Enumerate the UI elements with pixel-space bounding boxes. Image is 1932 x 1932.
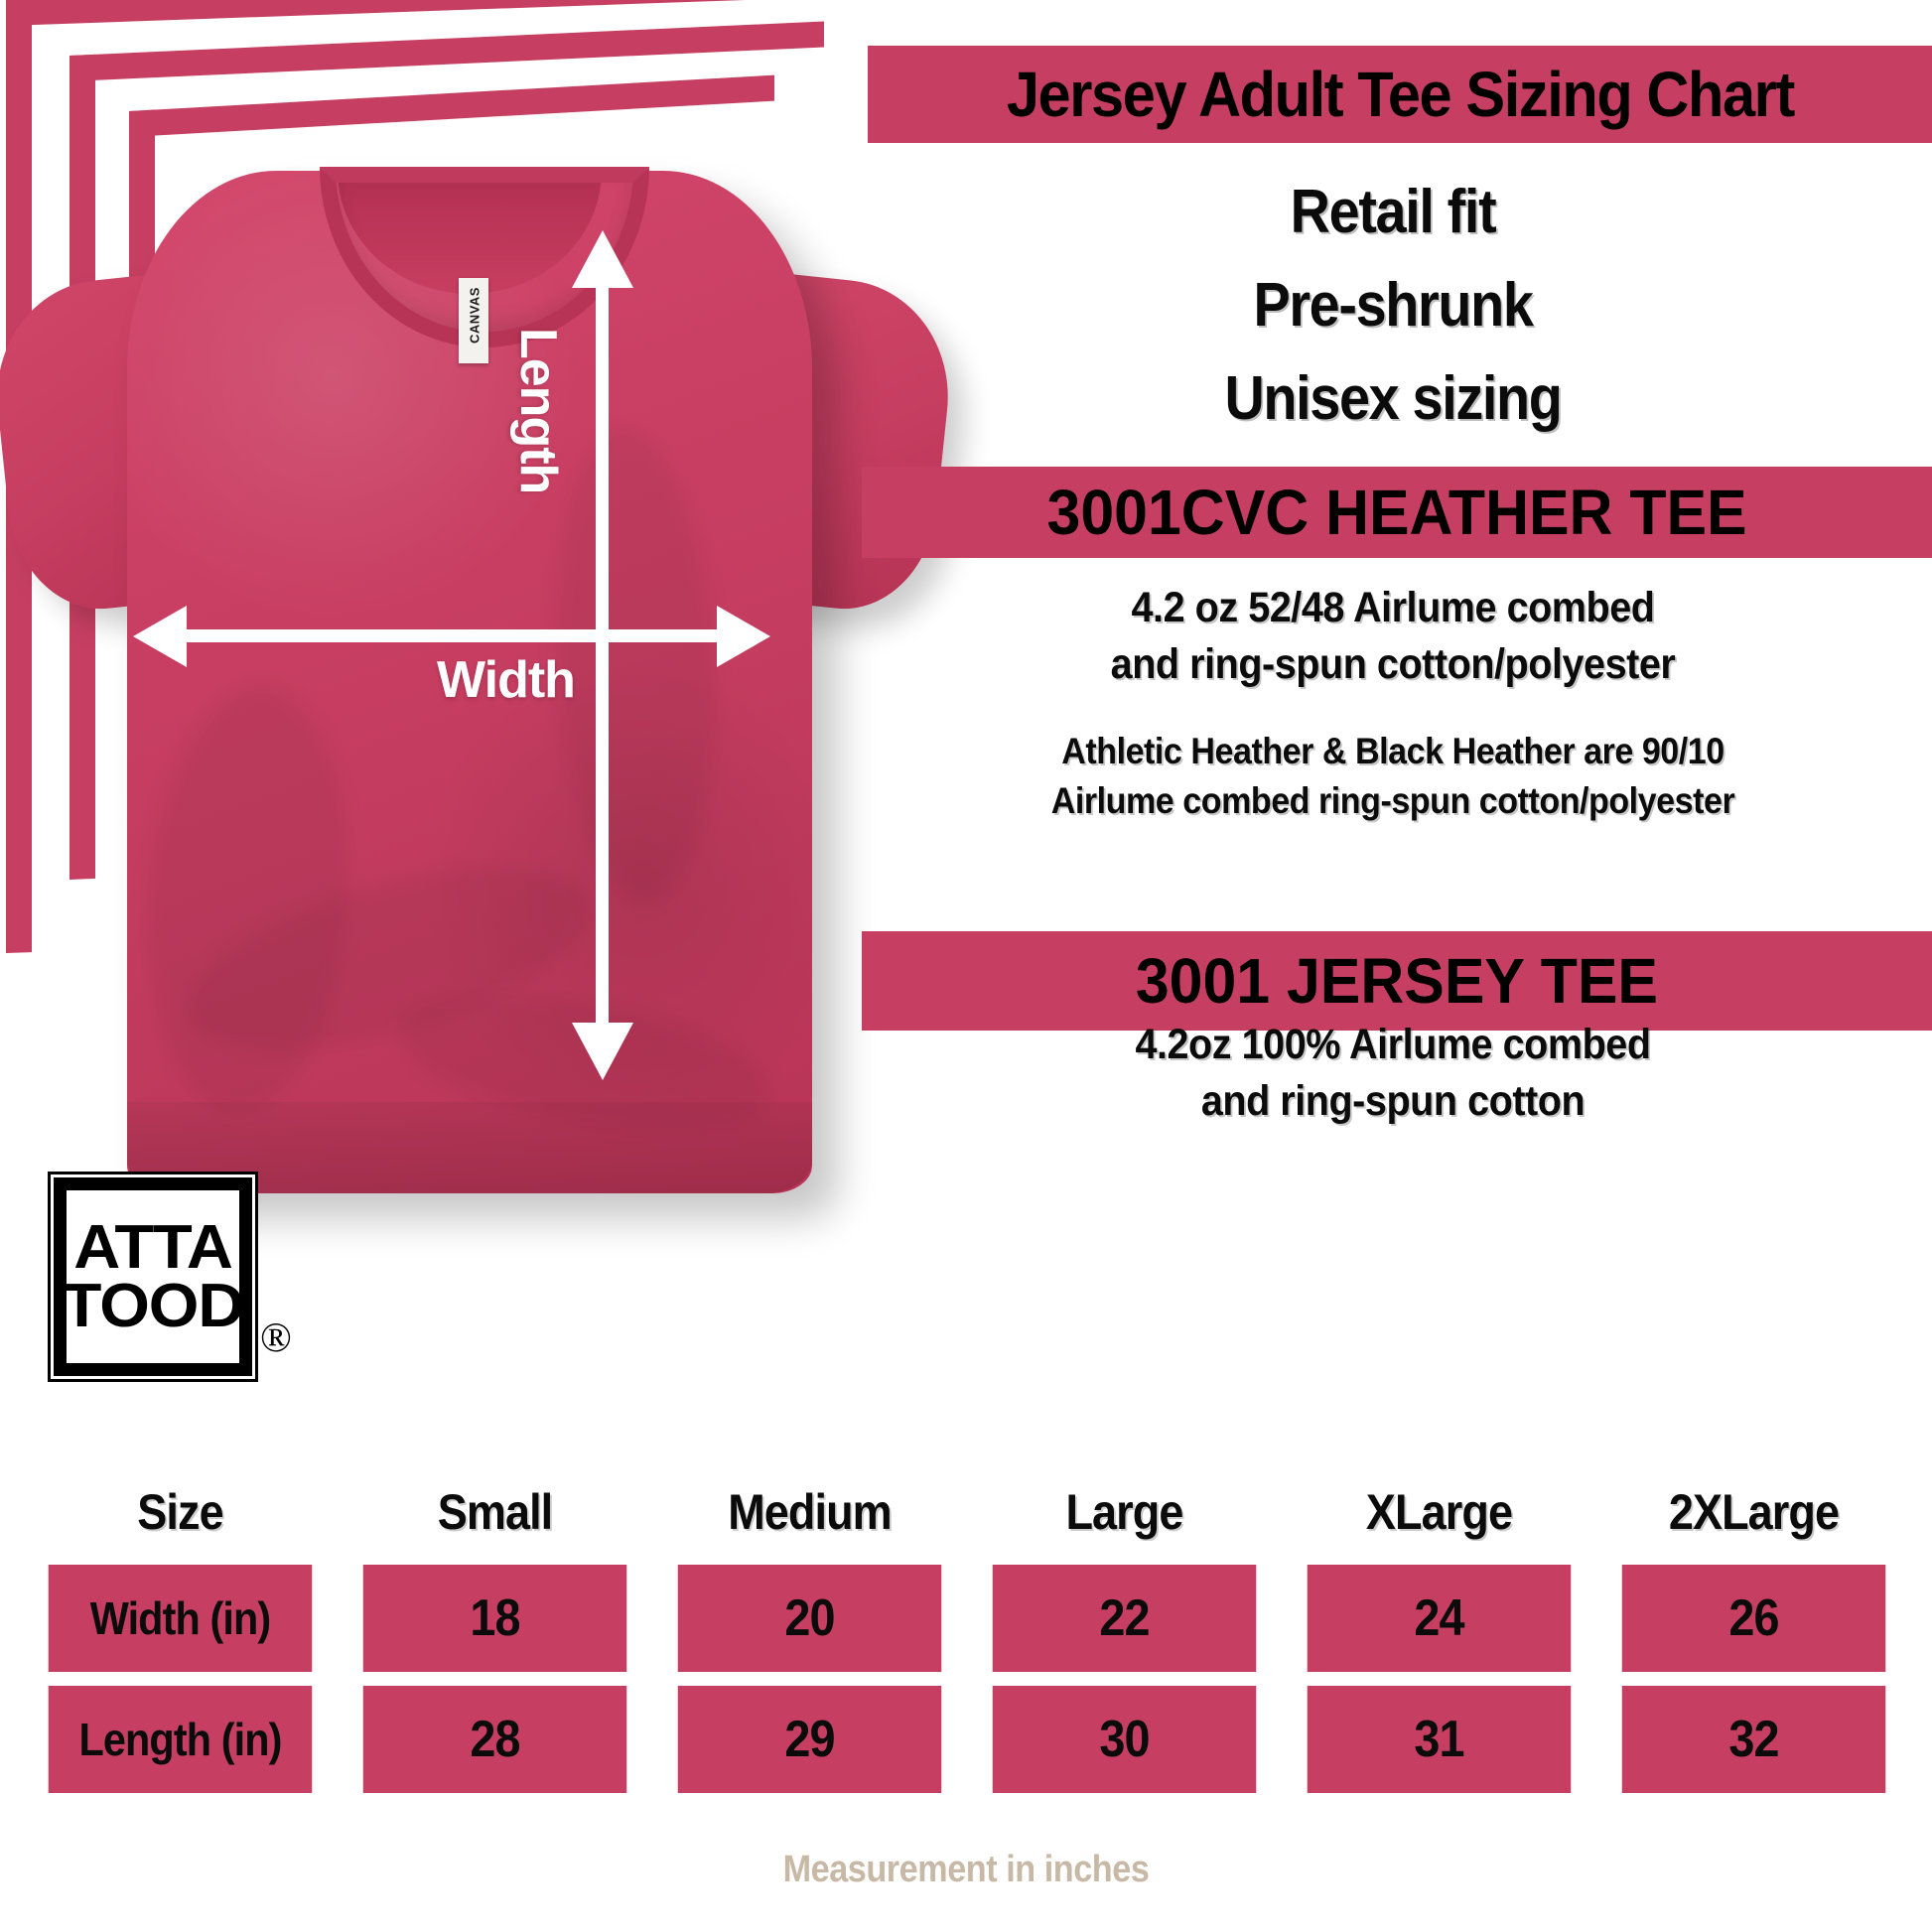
info-column: Jersey Adult Tee Sizing Chart Retail fit…	[854, 0, 1932, 1430]
width-arrow-right-head-icon	[717, 606, 770, 667]
cell-length-2xlarge: 32	[1621, 1686, 1886, 1793]
feature-item-unisex-sizing: Unisex sizing	[1224, 364, 1562, 433]
length-arrow-bottom-head-icon	[572, 1023, 633, 1080]
table-row: Length (in) 28 29 30 31 32	[34, 1686, 1900, 1793]
table-header-xlarge: XLarge	[1365, 1484, 1513, 1540]
product-desc-heather-line-1: 4.2 oz 52/48 Airlume combed	[1131, 584, 1655, 631]
row-label-width: Width (in)	[48, 1565, 313, 1672]
product-desc-heather-line-2: and ring-spun cotton/polyester	[1110, 640, 1676, 688]
registered-trademark-icon: ®	[260, 1315, 292, 1361]
neck-label-text: CANVAS	[467, 287, 483, 344]
cell-length-xlarge: 31	[1307, 1686, 1572, 1793]
table-header-medium: Medium	[728, 1484, 893, 1540]
table-header-2xlarge: 2XLarge	[1668, 1484, 1840, 1540]
product-desc-jersey-line-1: 4.2oz 100% Airlume combed	[1135, 1021, 1651, 1068]
product-title-band-jersey: 3001 JERSEY TEE	[862, 931, 1932, 1031]
chart-title-band: Jersey Adult Tee Sizing Chart	[868, 46, 1932, 143]
cell-length-small: 28	[362, 1686, 627, 1793]
product-note-heather-line-1: Athletic Heather & Black Heather are 90/…	[1061, 731, 1725, 771]
cell-length-medium: 29	[677, 1686, 942, 1793]
product-title-jersey: 3001 JERSEY TEE	[1135, 945, 1659, 1017]
neck-label-tag: CANVAS	[459, 278, 488, 363]
length-arrow-line	[596, 288, 609, 1033]
cell-width-medium: 20	[677, 1565, 942, 1672]
product-note-heather-line-2: Airlume combed ring-spun cotton/polyeste…	[1050, 780, 1735, 821]
feature-item-retail-fit: Retail fit	[1290, 178, 1497, 246]
product-title-heather: 3001CVC HEATHER TEE	[1046, 477, 1747, 548]
brand-logo: ATTA TOOD	[48, 1172, 258, 1382]
cell-width-small: 18	[362, 1565, 627, 1672]
size-table: Size Small Medium Large XLarge 2XLarge W…	[34, 1473, 1900, 1807]
feature-item-pre-shrunk: Pre-shrunk	[1253, 271, 1533, 340]
brand-logo-line-1: ATTA	[73, 1212, 233, 1282]
cell-length-large: 30	[992, 1686, 1257, 1793]
width-measurement-label: Width	[437, 651, 576, 709]
length-measurement-label: Length	[509, 328, 567, 494]
row-label-length: Length (in)	[48, 1686, 313, 1793]
table-row: Width (in) 18 20 22 24 26	[34, 1565, 1900, 1672]
measurement-footnote: Measurement in inches	[782, 1849, 1150, 1890]
cell-width-large: 22	[992, 1565, 1257, 1672]
table-header-size: Size	[137, 1484, 223, 1540]
width-arrow-left-head-icon	[133, 606, 187, 667]
table-header-large: Large	[1065, 1484, 1183, 1540]
table-header-small: Small	[437, 1484, 553, 1540]
tshirt-product-photo: CANVAS	[0, 129, 960, 1241]
product-title-band-heather: 3001CVC HEATHER TEE	[862, 467, 1932, 558]
page-title: Jersey Adult Tee Sizing Chart	[1006, 59, 1794, 130]
cell-width-xlarge: 24	[1307, 1565, 1572, 1672]
table-header-row: Size Small Medium Large XLarge 2XLarge	[34, 1473, 1900, 1551]
cell-width-2xlarge: 26	[1621, 1565, 1886, 1672]
length-arrow-top-head-icon	[572, 230, 633, 288]
brand-logo-line-2: TOOD	[62, 1272, 245, 1340]
brand-logo-frame: ATTA TOOD	[54, 1177, 252, 1376]
width-arrow-line	[169, 629, 725, 642]
product-desc-jersey-line-2: and ring-spun cotton	[1200, 1077, 1586, 1125]
